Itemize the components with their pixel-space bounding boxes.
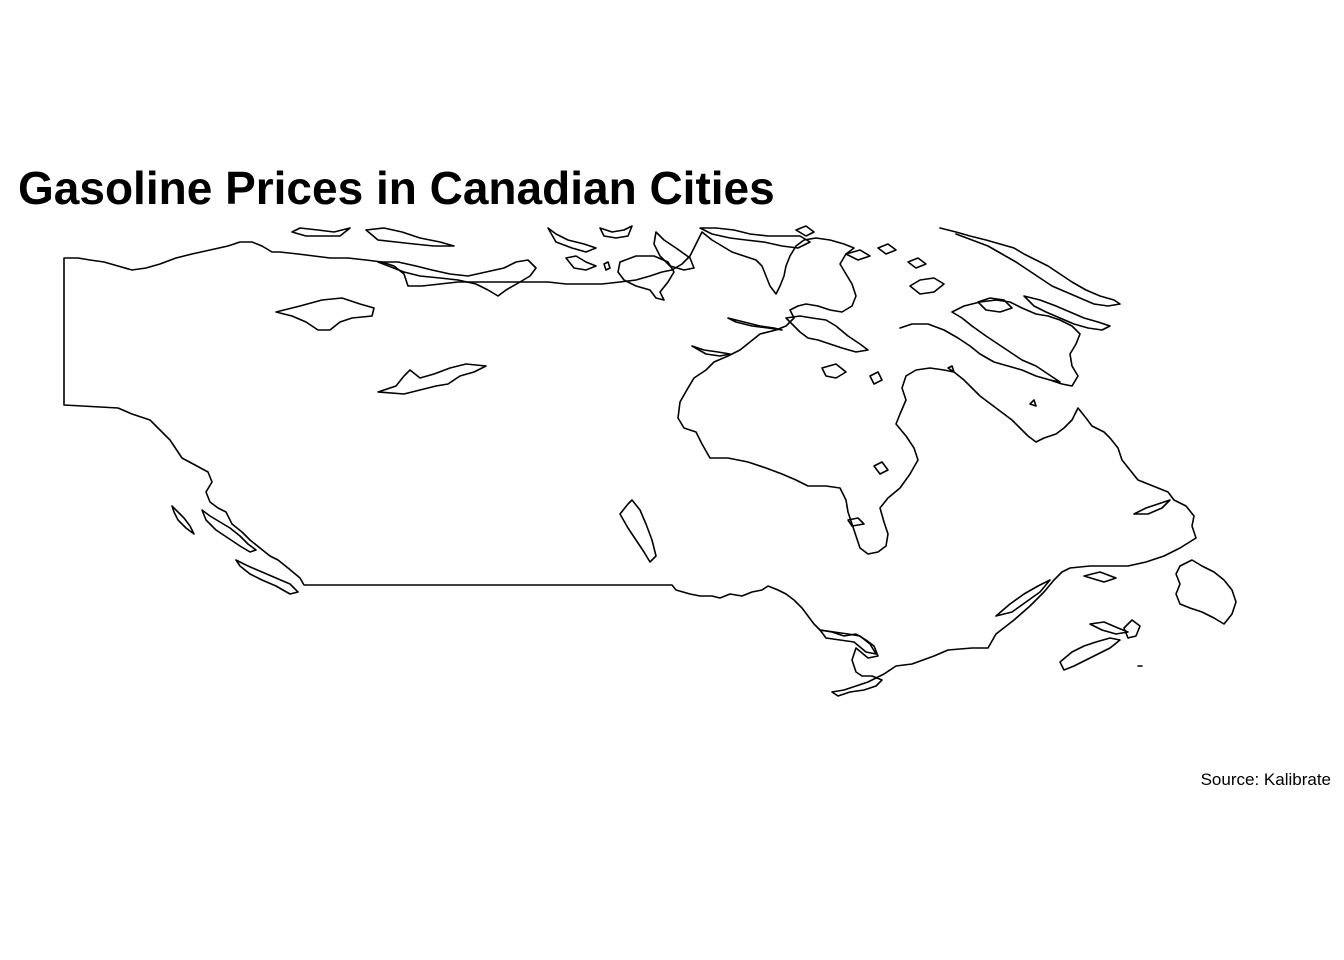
newfoundland <box>1175 559 1237 625</box>
arctic-island-9 <box>877 243 897 255</box>
haida-gwaii <box>171 505 195 535</box>
arctic-island-13 <box>691 345 731 357</box>
ellesmere-island <box>699 227 811 249</box>
baffin-fjords <box>1023 295 1111 331</box>
arctic-island-1 <box>291 227 351 237</box>
baffin-north-coast <box>939 227 1121 307</box>
coats-island <box>821 363 847 379</box>
anticosti-island <box>995 579 1051 617</box>
somerset-island <box>617 255 675 301</box>
pei <box>1089 621 1129 635</box>
arctic-island-3 <box>547 227 597 253</box>
arctic-island-5 <box>599 225 633 239</box>
arctic-island-12 <box>727 317 783 331</box>
southampton-island <box>785 315 869 353</box>
belcher-islands <box>873 461 889 475</box>
nova-scotia <box>1059 637 1121 671</box>
mansel-island <box>869 371 883 385</box>
source-caption: Source: Kalibrate <box>1200 770 1331 789</box>
lake-superior <box>819 629 877 655</box>
victoria-island <box>377 259 537 297</box>
arctic-island-6 <box>795 225 815 237</box>
akimiski-island <box>847 517 865 527</box>
arctic-island-7 <box>909 277 945 295</box>
arctic-island-8 <box>977 297 1013 313</box>
arctic-island-11 <box>845 249 871 261</box>
cape-breton <box>1123 619 1141 639</box>
arctic-island-4 <box>565 255 597 271</box>
labrador-coast-island <box>1133 499 1171 515</box>
bc-coast-islands <box>201 509 257 553</box>
gulf-island-1 <box>1083 571 1117 583</box>
baffin-island <box>899 299 1081 387</box>
small-lake-1 <box>603 261 611 271</box>
arctic-island-10 <box>907 257 927 269</box>
map-title: Gasoline Prices in Canadian Cities <box>18 162 775 214</box>
great-slave-lake <box>377 363 487 395</box>
baffin-north <box>653 231 695 271</box>
lake-winnipeg <box>619 499 657 563</box>
arctic-island-2 <box>365 227 455 247</box>
small-lake-2 <box>1029 399 1037 407</box>
vancouver-island <box>235 559 299 595</box>
small-lake-3 <box>947 365 955 373</box>
mainland-outline <box>63 231 1197 697</box>
great-bear-lake <box>275 297 375 331</box>
